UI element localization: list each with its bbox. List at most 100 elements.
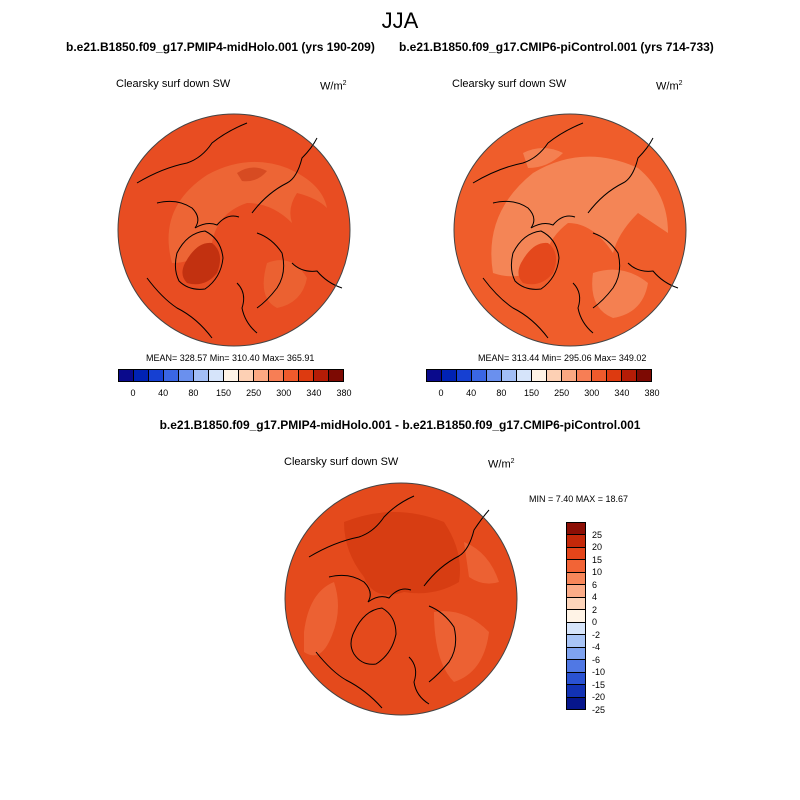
coastline bbox=[592, 232, 621, 309]
colorbar-swatch bbox=[517, 370, 532, 381]
colorbar-tick-label: 340 bbox=[306, 388, 322, 398]
colorbar-swatch bbox=[637, 370, 651, 381]
colorbar-swatch bbox=[119, 370, 134, 381]
colorbar-tick-label: 150 bbox=[523, 388, 539, 398]
coastline bbox=[174, 230, 224, 290]
map-light-region bbox=[464, 542, 499, 584]
colorbar-swatch bbox=[427, 370, 442, 381]
diff-variable-label: Clearsky surf down SW bbox=[284, 456, 399, 468]
coastline bbox=[256, 232, 285, 309]
coastline bbox=[291, 262, 343, 289]
map-light-region bbox=[592, 269, 648, 318]
colorbar-tick-label: 25 bbox=[592, 529, 603, 540]
map-dark-region bbox=[182, 242, 221, 285]
coastline bbox=[350, 607, 397, 665]
coastline bbox=[572, 282, 594, 334]
colorbar-swatch bbox=[149, 370, 164, 381]
map-light-region bbox=[304, 582, 338, 656]
colorbar-tick-label: 340 bbox=[614, 388, 630, 398]
colorbar-swatch bbox=[567, 660, 585, 673]
colorbar-tick-label: 300 bbox=[276, 388, 292, 398]
coastline bbox=[472, 122, 584, 184]
colorbar-swatch bbox=[567, 535, 585, 548]
colorbar-swatch bbox=[562, 370, 577, 381]
colorbar-tick-label: 40 bbox=[158, 388, 169, 398]
colorbar-tick-label: 150 bbox=[215, 388, 231, 398]
map-dark-region bbox=[237, 167, 267, 182]
coastline bbox=[492, 200, 576, 229]
colorbar-swatch bbox=[547, 370, 562, 381]
colorbar-tick-label: -2 bbox=[592, 629, 601, 640]
colorbar-swatch bbox=[532, 370, 547, 381]
figure-title: JJA bbox=[381, 8, 419, 33]
colorbar-swatch bbox=[442, 370, 457, 381]
colorbar-swatch bbox=[567, 547, 585, 561]
coastline bbox=[156, 200, 240, 229]
right-stats: MEAN= 313.44 Min= 295.06 Max= 349.02 bbox=[478, 353, 647, 363]
right-variable-label: Clearsky surf down SW bbox=[452, 78, 567, 90]
colorbar-tick-label: 250 bbox=[246, 388, 262, 398]
colorbar-swatch bbox=[329, 370, 343, 381]
colorbar-swatch bbox=[224, 370, 239, 381]
colorbar-swatch bbox=[314, 370, 329, 381]
map-dark-region bbox=[344, 512, 460, 595]
colorbar-swatch bbox=[567, 560, 585, 573]
colorbar-tick-label: 0 bbox=[438, 388, 444, 398]
coastline bbox=[251, 137, 318, 214]
coastline bbox=[510, 230, 560, 290]
right-panel-title: b.e21.B1850.f09_g17.CMIP6-piControl.001 … bbox=[399, 40, 714, 54]
coastline bbox=[587, 137, 654, 214]
colorbar-swatch bbox=[567, 523, 585, 536]
colorbar-tick-label: 380 bbox=[336, 388, 352, 398]
diff-panel-title: b.e21.B1850.f09_g17.PMIP4-midHolo.001 - … bbox=[159, 418, 641, 432]
coastline bbox=[308, 495, 415, 558]
colorbar-swatch bbox=[567, 697, 585, 710]
map-light-region bbox=[523, 148, 563, 168]
colorbar-tick-label: -20 bbox=[592, 692, 606, 703]
colorbar-swatch bbox=[254, 370, 269, 381]
colorbar-swatch bbox=[567, 610, 585, 623]
coastline bbox=[236, 282, 258, 334]
colorbar-swatch bbox=[567, 622, 585, 636]
right-polar-map bbox=[453, 113, 687, 347]
map-light-region bbox=[168, 161, 327, 263]
colorbar-tick-label: 0 bbox=[130, 388, 136, 398]
colorbar-tick-label: 6 bbox=[592, 579, 598, 590]
colorbar-swatch bbox=[567, 635, 585, 648]
coastline bbox=[408, 656, 430, 705]
colorbar-swatch bbox=[592, 370, 607, 381]
coastline bbox=[482, 277, 549, 339]
colorbar-swatch bbox=[164, 370, 179, 381]
left-polar-map bbox=[117, 113, 351, 347]
coastline bbox=[315, 651, 383, 709]
colorbar-swatch bbox=[179, 370, 194, 381]
colorbar-tick-label: 80 bbox=[496, 388, 507, 398]
colorbar-tick-label: 10 bbox=[592, 567, 603, 578]
colorbar-swatch bbox=[487, 370, 502, 381]
colorbar-swatch bbox=[269, 370, 284, 381]
colorbar-swatch bbox=[607, 370, 622, 381]
coastline bbox=[423, 509, 490, 587]
coastline bbox=[328, 574, 412, 603]
colorbar-tick-label: 4 bbox=[592, 592, 598, 603]
colorbar-tick-label: 20 bbox=[592, 542, 603, 553]
coastline bbox=[146, 277, 213, 339]
colorbar-swatch bbox=[194, 370, 209, 381]
diff-colorbar bbox=[566, 522, 586, 710]
colorbar-tick-label: -15 bbox=[592, 679, 606, 690]
map-dark-region bbox=[518, 242, 557, 285]
colorbar-tick-label: 300 bbox=[584, 388, 600, 398]
left-colorbar bbox=[118, 369, 344, 382]
diff-stats: MIN = 7.40 MAX = 18.67 bbox=[529, 494, 629, 504]
colorbar-tick-label: 15 bbox=[592, 554, 603, 565]
colorbar-swatch bbox=[577, 370, 592, 381]
colorbar-swatch bbox=[567, 685, 585, 698]
colorbar-swatch bbox=[284, 370, 299, 381]
right-colorbar bbox=[426, 369, 652, 382]
colorbar-swatch bbox=[567, 572, 585, 586]
diff-polar-map bbox=[284, 482, 518, 716]
colorbar-tick-label: 0 bbox=[592, 617, 598, 628]
colorbar-tick-label: 2 bbox=[592, 604, 598, 615]
map-light-region bbox=[434, 611, 489, 682]
colorbar-swatch bbox=[299, 370, 314, 381]
